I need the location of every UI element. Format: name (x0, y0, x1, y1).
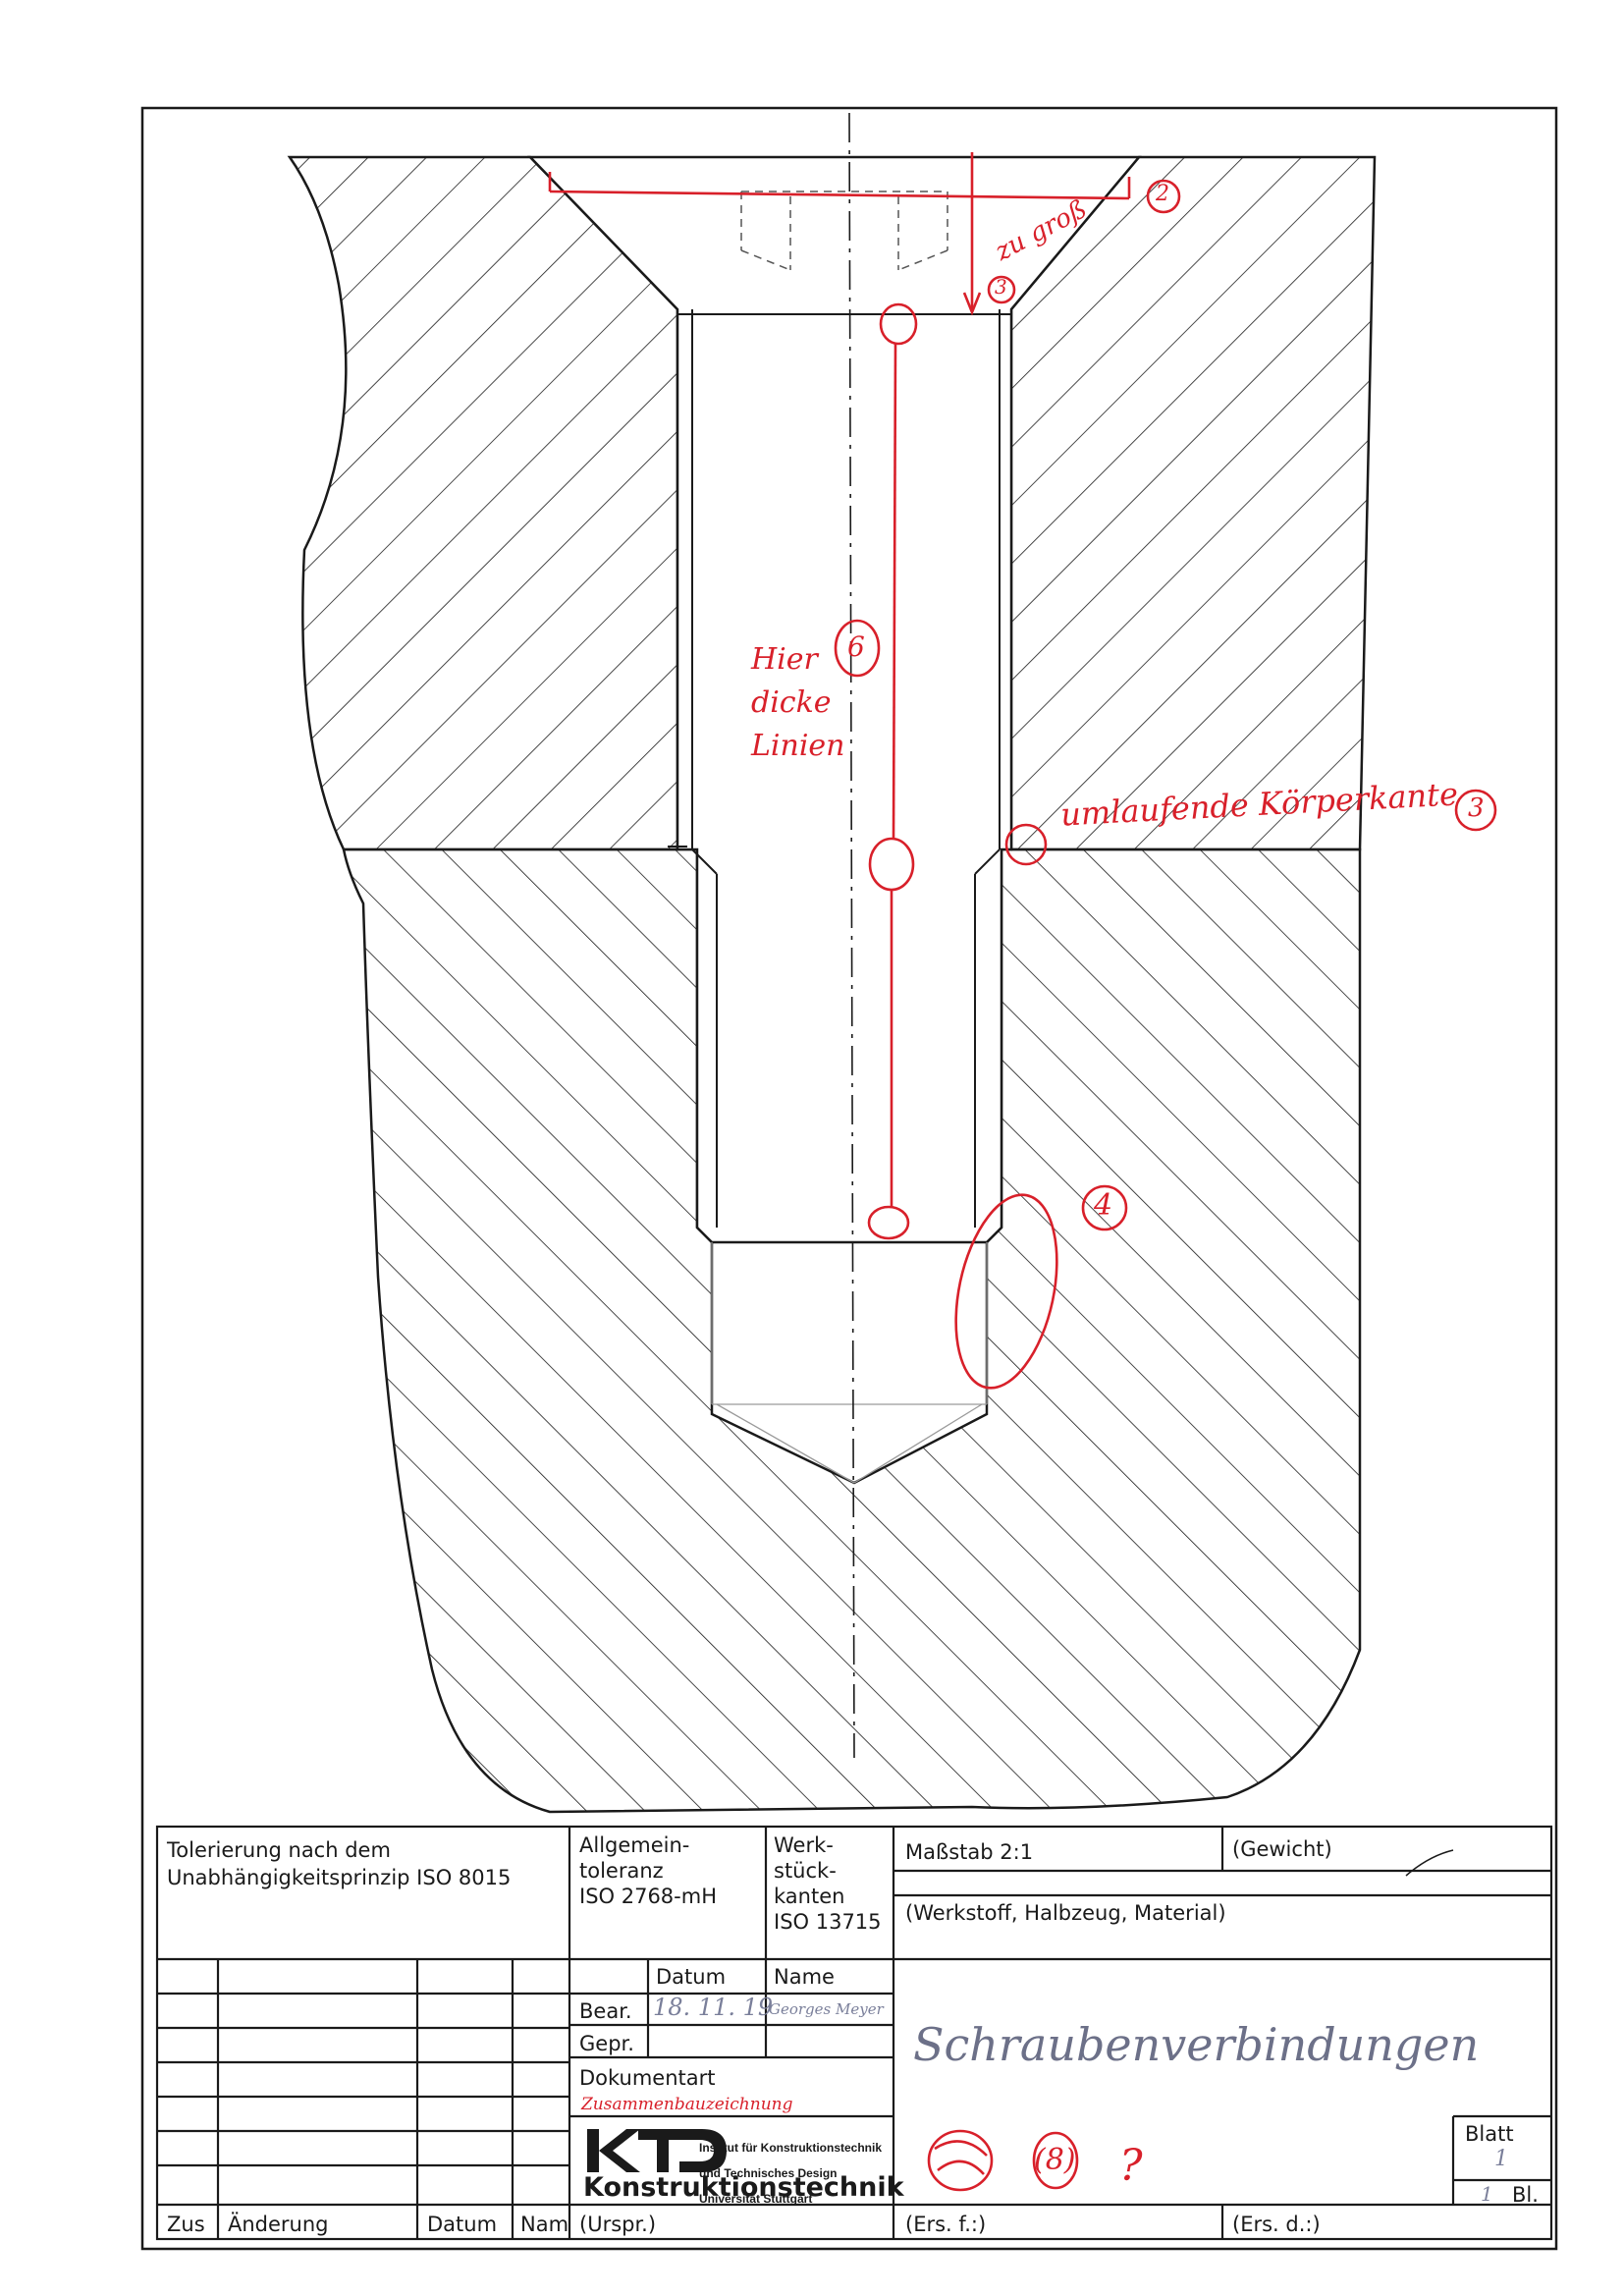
upper-plate (287, 155, 1377, 851)
revision-zus: Zus (167, 2213, 205, 2236)
weight-label: (Gewicht) (1232, 1837, 1332, 1861)
grade-mark: (8) (1034, 2143, 1076, 2177)
screw-outline (668, 309, 1011, 1228)
tolerancing-note: Tolerierung nach dem Unabhängigkeitsprin… (167, 1838, 512, 1889)
doc-type-label: Dokumentart (579, 2066, 716, 2090)
workpiece-edges: Werk- stück- kanten ISO 13715 (774, 1833, 882, 1934)
sheet-total-suffix: Bl. (1512, 2183, 1539, 2207)
replacement-for: (Ers. f.:) (905, 2213, 987, 2236)
annotation-mark-3-top: 3 (995, 275, 1007, 299)
question-mark: ? (1119, 2141, 1143, 2191)
annotation-mark-3-edge: 3 (1468, 793, 1485, 823)
lower-part (342, 847, 1362, 1814)
institute-line-2: und Technisches Design (699, 2166, 838, 2180)
institute-name: Institut für Konstruktionstechnik und Te… (699, 2129, 882, 2218)
original-label: (Urspr.) (579, 2213, 657, 2236)
name-header: Name (774, 1965, 835, 1989)
material-label: (Werkstoff, Halbzeug, Material) (905, 1901, 1226, 1925)
annotation-mark-6: 6 (847, 630, 865, 663)
scale: Maßstab 2:1 (905, 1840, 1034, 1864)
annotation-mark-4: 4 (1094, 1188, 1113, 1223)
institute-logo-mark (587, 2129, 727, 2172)
logo-wordmark: Konstruktionstechnik (583, 2172, 904, 2203)
institute-line-1: Institut für Konstruktionstechnik (699, 2141, 882, 2155)
title-block-grid (155, 1825, 1553, 2241)
sheet-number: 1 (1494, 2147, 1508, 2171)
sheet-label: Blatt (1465, 2122, 1514, 2146)
sheet-total: 1 (1481, 2182, 1493, 2206)
drawing-title: Schraubenverbindungen (913, 2018, 1480, 2071)
thread-lines (711, 1242, 988, 1484)
gepr-label: Gepr. (579, 2032, 634, 2055)
revision-datum: Datum (427, 2213, 498, 2236)
doc-type-value: Zusammenbauzeichnung (581, 2095, 793, 2114)
annotation-here-thick-lines: Hier dicke Linien (751, 642, 845, 763)
weight-value: — (1414, 1848, 1416, 1850)
revision-nam: Nam (520, 2213, 569, 2236)
date-header: Datum (656, 1965, 727, 1989)
institute-line-3: Universität Stuttgart (699, 2192, 813, 2206)
general-tolerance: Allgemein- toleranz ISO 2768-mH (579, 1833, 717, 1908)
replaced-by: (Ers. d.:) (1232, 2213, 1321, 2236)
drawing-frame (140, 106, 1558, 2251)
bear-name: Georges Meyer (769, 2000, 884, 2018)
bear-date: 18. 11. 19 (653, 1994, 774, 2021)
bear-label: Bear. (579, 1999, 632, 2023)
hex-socket-hidden (740, 191, 948, 271)
red-corrections (548, 152, 1497, 2192)
annotation-mark-2: 2 (1156, 182, 1169, 206)
revision-aenderung: Änderung (228, 2213, 329, 2236)
center-line (848, 112, 855, 1759)
